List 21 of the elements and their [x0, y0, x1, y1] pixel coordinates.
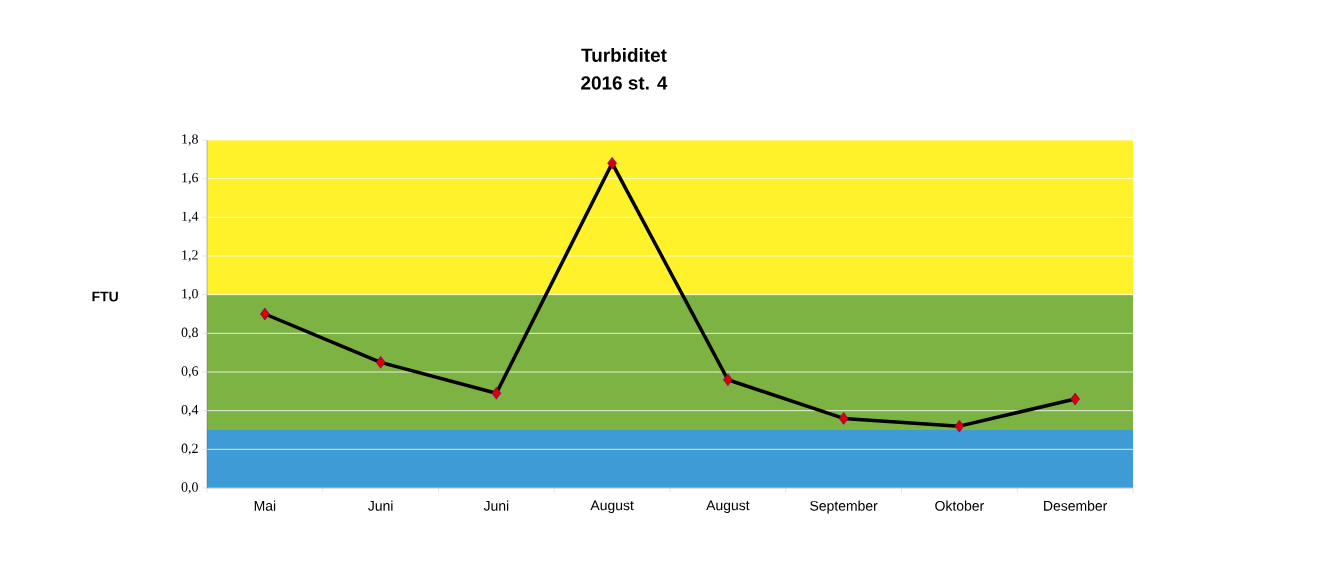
- y-tick-label: 1,6: [182, 172, 199, 185]
- x-tick-label: August: [590, 500, 634, 514]
- y-tick-label: 1,4: [182, 211, 199, 223]
- y-tick-label: 0,8: [181, 327, 198, 340]
- y-tick-label: 1,8: [182, 134, 198, 146]
- x-tick-label: Oktober: [935, 500, 984, 511]
- y-tick-label: 0,6: [181, 366, 199, 378]
- y-axis-title: FTU: [92, 291, 118, 302]
- y-tick-label: 0,4: [181, 404, 199, 417]
- x-tick-label: September: [810, 500, 878, 514]
- x-tick-label: Desember: [1044, 500, 1108, 511]
- y-tick-label: 1,2: [182, 250, 198, 262]
- x-tick-label: Juni: [483, 500, 509, 511]
- y-tick-label: 1,0: [182, 288, 198, 301]
- chart-subtitle: 2016 st. 4: [581, 76, 668, 90]
- chart-title: Turbiditet: [581, 48, 667, 62]
- y-tick-label: 0,0: [181, 482, 198, 494]
- x-tick-label: Mai: [254, 500, 276, 511]
- x-tick-label: Juni: [368, 500, 393, 511]
- x-tick-label: August: [706, 500, 750, 514]
- y-tick-label: 0,2: [181, 443, 198, 456]
